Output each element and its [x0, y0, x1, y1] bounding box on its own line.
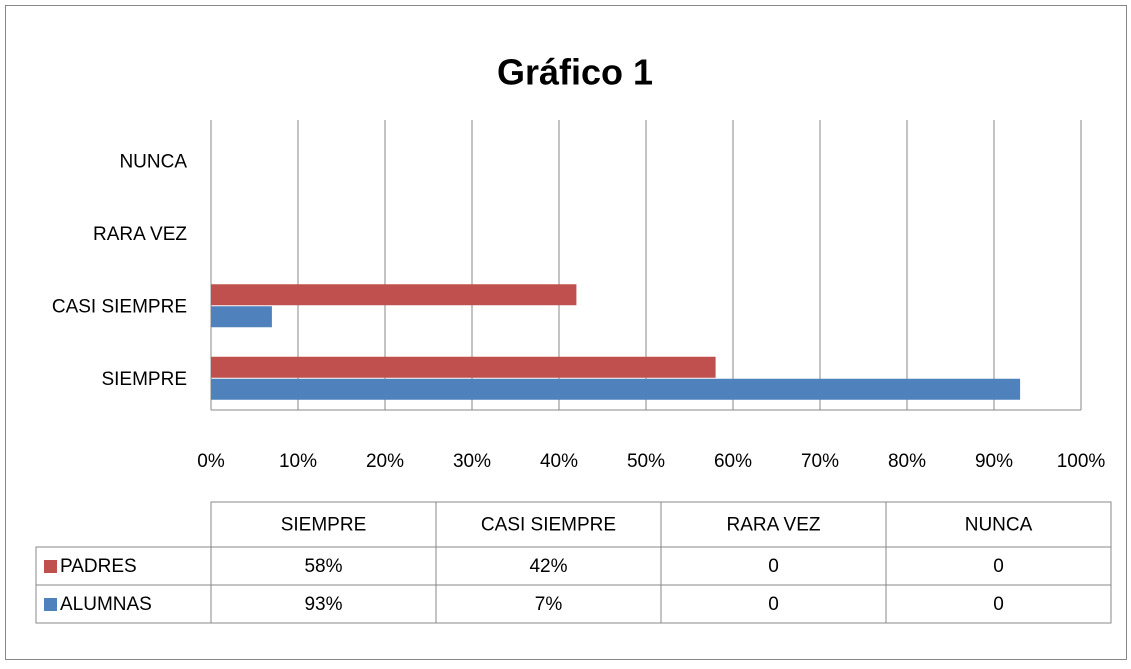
- y-tick-label: CASI SIEMPRE: [52, 296, 187, 317]
- x-tick-label: 20%: [366, 451, 404, 472]
- table-value: 0: [993, 594, 1004, 615]
- bar: [211, 306, 272, 328]
- legend-swatch: [44, 598, 57, 611]
- x-tick-label: 40%: [540, 451, 578, 472]
- table-header: NUNCA: [965, 515, 1033, 536]
- table-value: 0: [768, 556, 779, 577]
- table-header: CASI SIEMPRE: [481, 515, 616, 536]
- bar: [211, 284, 577, 306]
- table-header: SIEMPRE: [281, 515, 367, 536]
- bar: [211, 356, 716, 378]
- y-tick-label: NUNCA: [119, 151, 187, 172]
- x-tick-label: 0%: [197, 451, 225, 472]
- x-tick-label: 10%: [279, 451, 317, 472]
- legend-label: PADRES: [60, 556, 137, 577]
- table-value: 0: [768, 594, 779, 615]
- x-tick-label: 70%: [801, 451, 839, 472]
- table-value: 42%: [529, 556, 567, 577]
- x-tick-label: 100%: [1057, 451, 1106, 472]
- y-tick-label: RARA VEZ: [93, 224, 187, 245]
- table-header: RARA VEZ: [727, 515, 821, 536]
- table-value: 7%: [535, 594, 563, 615]
- legend-swatch: [44, 560, 57, 573]
- table-value: 93%: [304, 594, 342, 615]
- x-tick-label: 90%: [975, 451, 1013, 472]
- chart-border: [5, 5, 1127, 660]
- x-tick-label: 80%: [888, 451, 926, 472]
- x-tick-label: 30%: [453, 451, 491, 472]
- bar: [211, 378, 1021, 400]
- y-tick-label: SIEMPRE: [101, 369, 187, 390]
- table-value: 0: [993, 556, 1004, 577]
- x-tick-label: 60%: [714, 451, 752, 472]
- legend-label: ALUMNAS: [60, 594, 152, 615]
- table-value: 58%: [304, 556, 342, 577]
- x-tick-label: 50%: [627, 451, 665, 472]
- chart-title: Gráfico 1: [497, 52, 653, 93]
